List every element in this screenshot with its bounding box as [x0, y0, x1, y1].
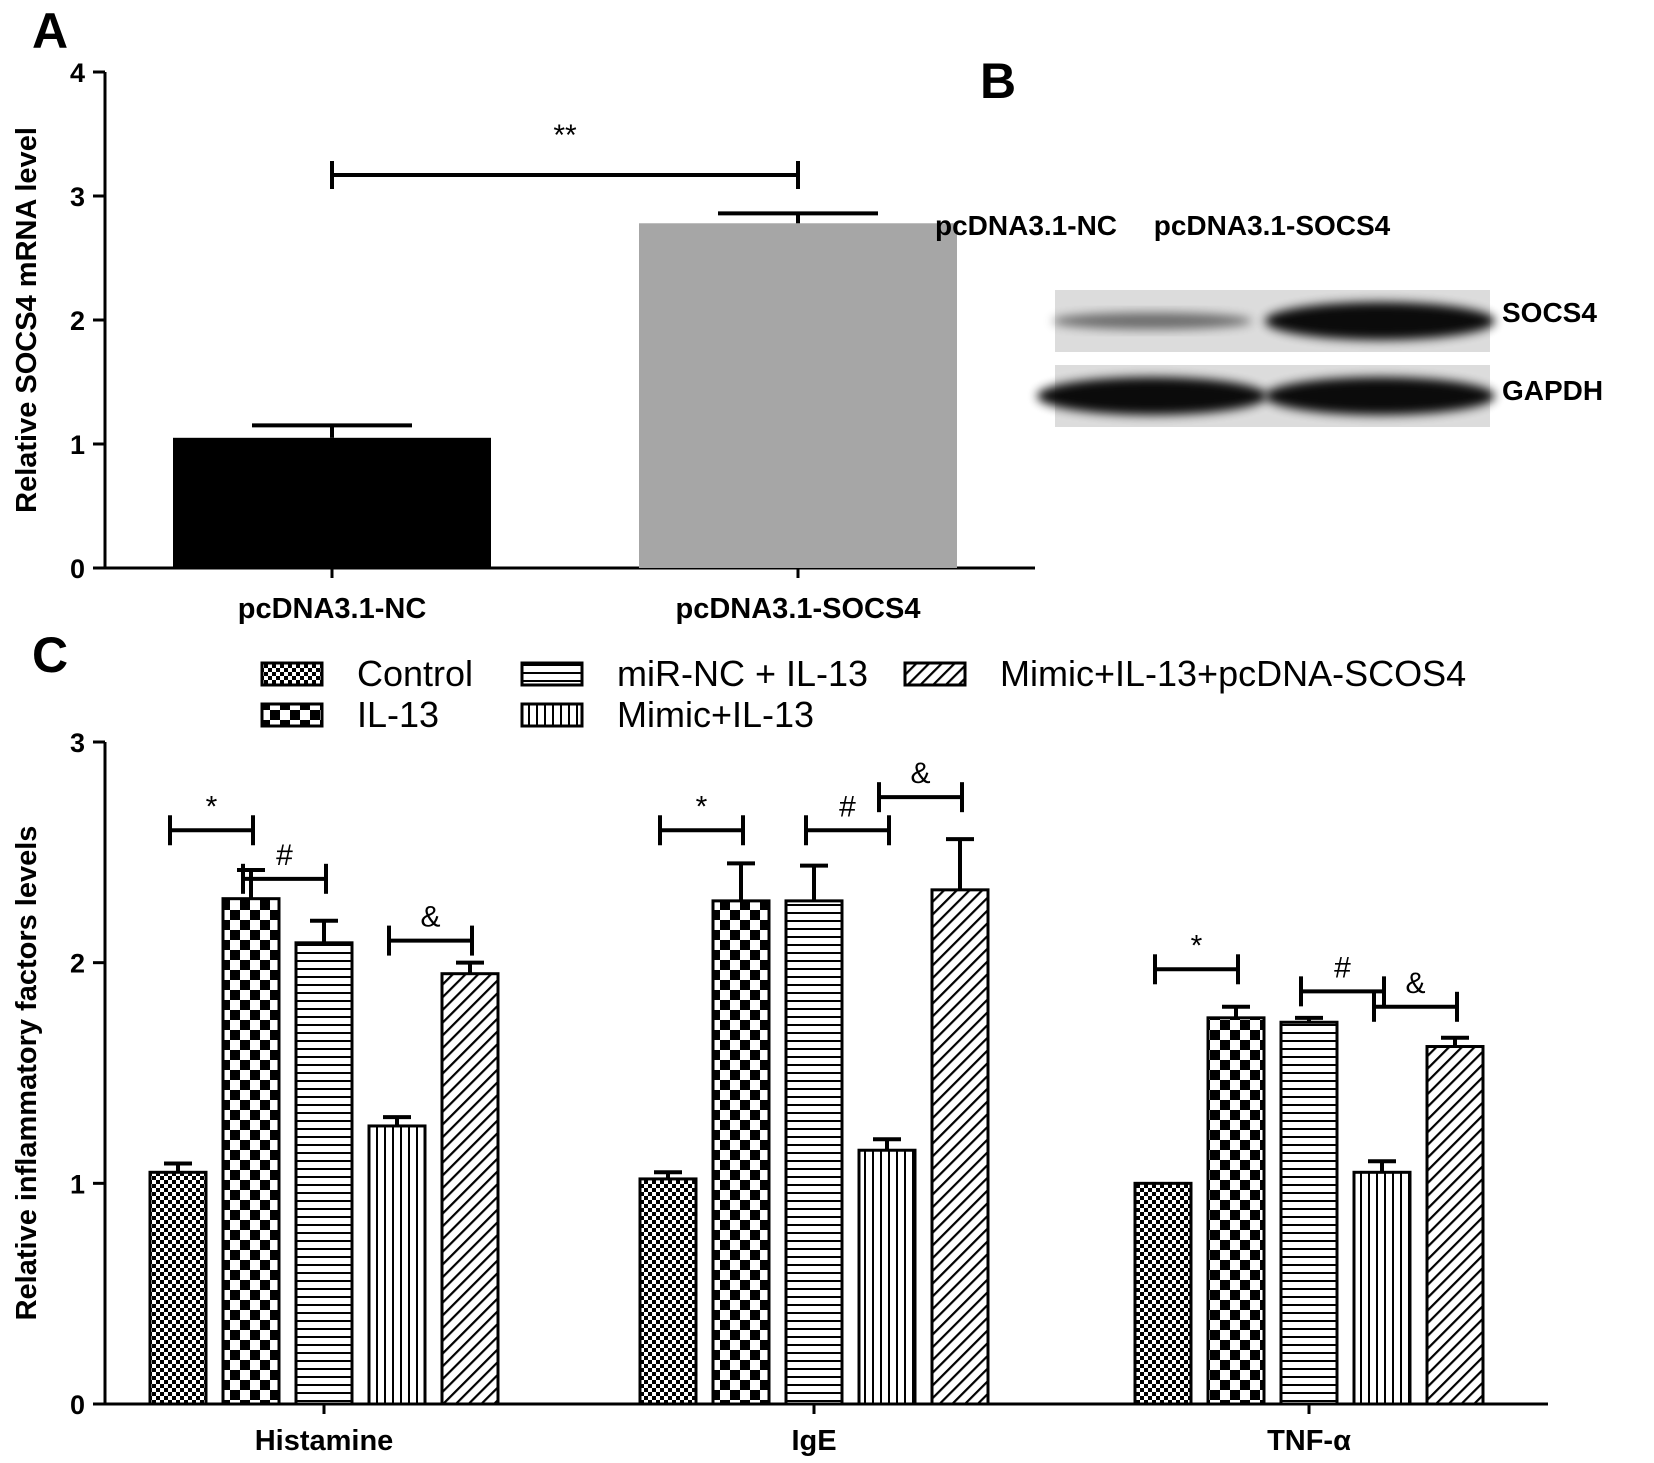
y-tick-label: 0 [70, 1390, 85, 1420]
blot-protein-label-socs4: SOCS4 [1502, 297, 1597, 328]
legend-label-0: Control [357, 653, 473, 694]
bar-histamine-series-3 [367, 1124, 427, 1406]
x-category-label: TNF-α [1267, 1425, 1351, 1457]
y-tick-label: 3 [70, 182, 85, 212]
y-axis-title: Relative SOCS4 mRNA level [11, 127, 43, 513]
y-tick-label: 2 [70, 949, 85, 979]
significance-marker: # [276, 839, 293, 872]
blot-band [1265, 302, 1495, 340]
significance-marker: * [206, 790, 218, 823]
legend-label-4: Mimic+IL-13+pcDNA-SCOS4 [1000, 653, 1466, 694]
legend-label-2: miR-NC + IL-13 [617, 653, 868, 694]
significance-marker: & [420, 901, 440, 934]
y-tick-label: 0 [70, 554, 85, 584]
panel-letter-b: B [980, 53, 1016, 109]
bar-tnf--series-3 [1352, 1170, 1412, 1406]
bar-ige-series-4 [930, 888, 990, 1406]
legend-swatch-4 [903, 661, 967, 687]
legend-label-1: IL-13 [357, 694, 439, 735]
bar-ige-series-2 [784, 899, 844, 1406]
significance-marker: ** [553, 119, 577, 152]
y-tick-label: 3 [70, 728, 85, 758]
bar-tnf--series-4 [1425, 1045, 1485, 1406]
bar-ige-series-3 [857, 1148, 917, 1406]
panel-letter-a: A [32, 3, 68, 59]
x-category-label: pcDNA3.1-SOCS4 [676, 593, 921, 625]
blot-band [1052, 312, 1252, 330]
bar-tnf--series-1 [1206, 1016, 1266, 1406]
legend-swatch-2 [520, 661, 584, 687]
bar-histamine-series-1 [221, 897, 281, 1406]
blot-lane-label-nc: pcDNA3.1-NC [935, 210, 1117, 241]
bar-histamine-series-2 [294, 941, 354, 1406]
bar-tnf--series-2 [1279, 1020, 1339, 1406]
x-category-label: pcDNA3.1-NC [238, 593, 427, 625]
x-category-label: IgE [791, 1425, 836, 1457]
bar-ige-series-1 [711, 899, 771, 1406]
y-axis-title: Relative inflammatory factors levels [11, 826, 43, 1321]
y-tick-label: 1 [70, 430, 85, 460]
bar-tnf--series-0 [1133, 1181, 1193, 1406]
x-category-label: Histamine [255, 1425, 394, 1457]
significance-marker: # [1334, 951, 1351, 984]
significance-marker: * [1191, 929, 1203, 962]
legend-swatch-0 [260, 661, 324, 687]
panel-letter-c: C [32, 627, 68, 683]
y-tick-label: 1 [70, 1169, 85, 1199]
blot-band [1037, 377, 1267, 415]
significance-marker: * [696, 790, 708, 823]
significance-marker: & [910, 757, 930, 790]
significance-marker: & [1405, 967, 1425, 1000]
blot-band [1265, 377, 1495, 415]
chart-panel-a: 0 1 2 3 4 Relative SOCS4 mRNA level pcDNA3.1-N… [11, 58, 1035, 625]
legend-label-3: Mimic+IL-13 [617, 694, 814, 735]
blot-protein-label-gapdh: GAPDH [1502, 375, 1603, 406]
bar-histamine-series-4 [440, 972, 500, 1406]
bar-histamine-series-0 [148, 1170, 208, 1406]
legend-swatch-1 [260, 702, 324, 728]
western-blot-panel: pcDNA3.1-NC pcDNA3.1-SOCS4 SOCS4 GAPDH [935, 210, 1603, 427]
bar-ige-series-0 [638, 1177, 698, 1406]
chart-panel-c: 0 1 2 3 Relative inflammatory factors levels… [11, 728, 1548, 1457]
legend-swatch-3 [520, 702, 584, 728]
blot-lane-label-socs4: pcDNA3.1-SOCS4 [1154, 210, 1391, 241]
significance-marker: # [839, 790, 856, 823]
bar-pcdna-nc [173, 437, 491, 568]
blot-bands [1037, 302, 1495, 415]
y-tick-label: 4 [70, 58, 85, 88]
bar-pcdna-socs4 [639, 223, 957, 568]
y-tick-label: 2 [70, 306, 85, 336]
